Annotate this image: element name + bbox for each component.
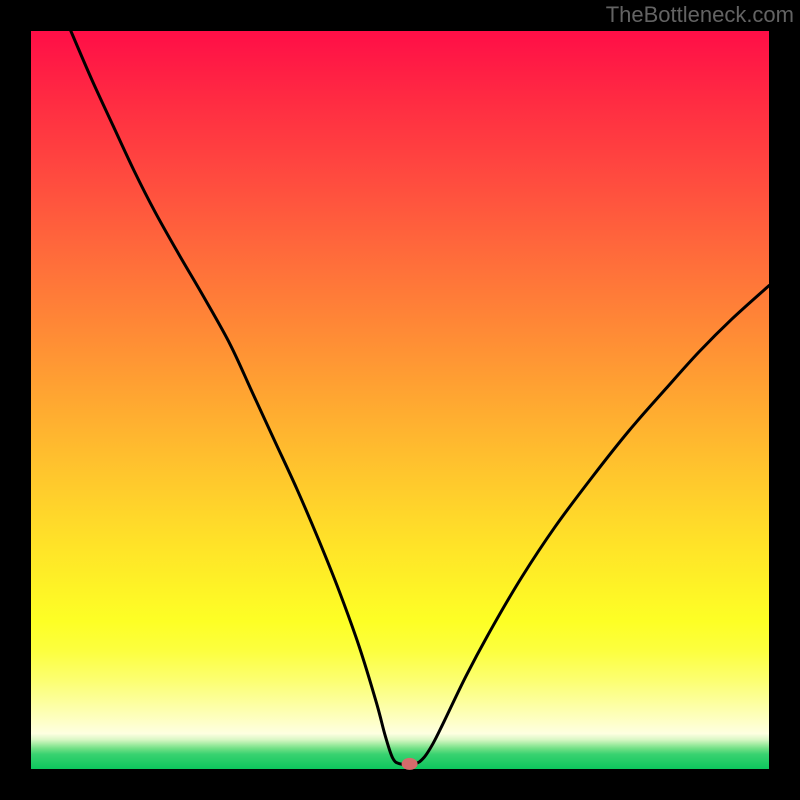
chart-wrapper: TheBottleneck.com: [0, 0, 800, 800]
plot-background: [31, 31, 769, 769]
optimum-marker: [402, 758, 418, 770]
bottleneck-chart: [0, 0, 800, 800]
